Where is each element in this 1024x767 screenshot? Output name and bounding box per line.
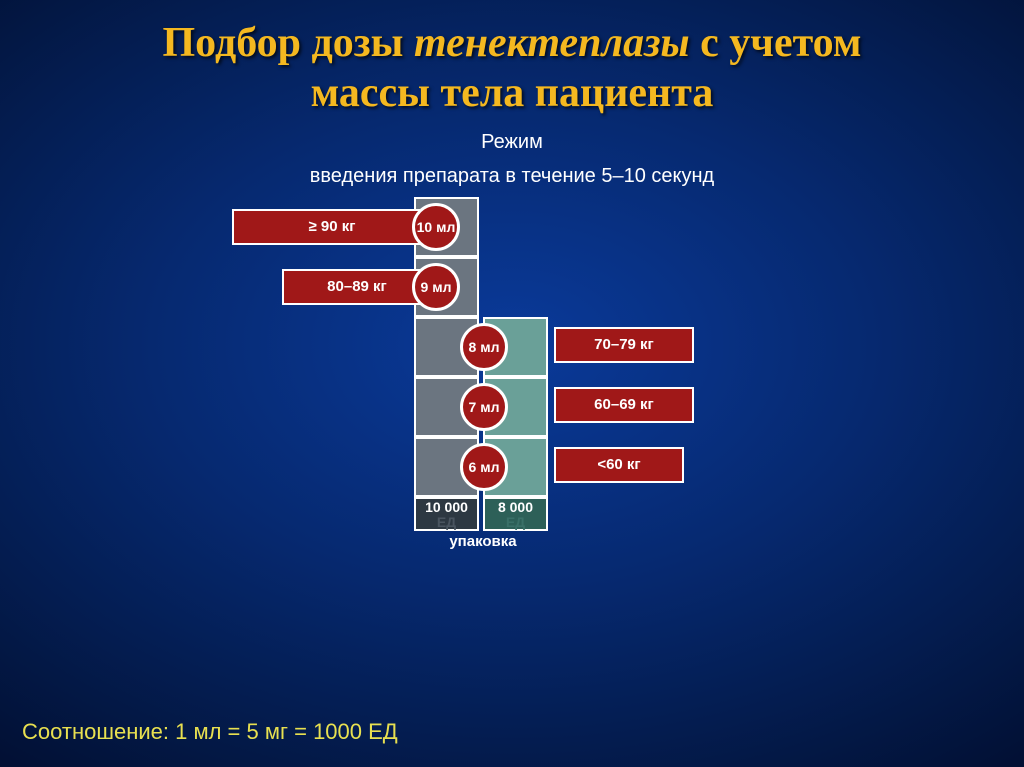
weight-bar: 80–89 кг [282,269,432,305]
ml-circle: 10 мл [412,203,460,251]
subtitle: Режим введения препарата в течение 5–10 … [0,125,1024,193]
title-em: тенектеплазы [414,20,690,66]
ml-circle: 6 мл [460,443,508,491]
slide-title: Подбор дозы тенектеплазы с учетом массы … [0,0,1024,119]
subtitle-line1: Режим [0,125,1024,159]
tower-base-label: ЕД [483,514,548,530]
weight-bar: 60–69 кг [554,387,694,423]
title-line2: массы тела пациента [311,70,714,116]
package-label: упаковка [414,533,552,550]
title-part1: Подбор дозы [163,20,414,66]
ml-circle: 8 мл [460,323,508,371]
weight-bar: 70–79 кг [554,327,694,363]
weight-bar: <60 кг [554,447,684,483]
dose-diagram: 10 000ЕД8 000ЕД упаковка ≥ 90 кг10 мл 80–89… [0,197,1024,637]
title-part2: с учетом [690,20,862,66]
ml-circle: 7 мл [460,383,508,431]
tower-base-label: 10 000 [414,499,479,515]
ratio-footer: Соотношение: 1 мл = 5 мг = 1000 ЕД [22,719,398,745]
weight-bar: ≥ 90 кг [232,209,432,245]
ml-circle: 9 мл [412,263,460,311]
tower-base-label: ЕД [414,514,479,530]
subtitle-line2: введения препарата в течение 5–10 секунд [0,159,1024,193]
tower-base-label: 8 000 [483,499,548,515]
